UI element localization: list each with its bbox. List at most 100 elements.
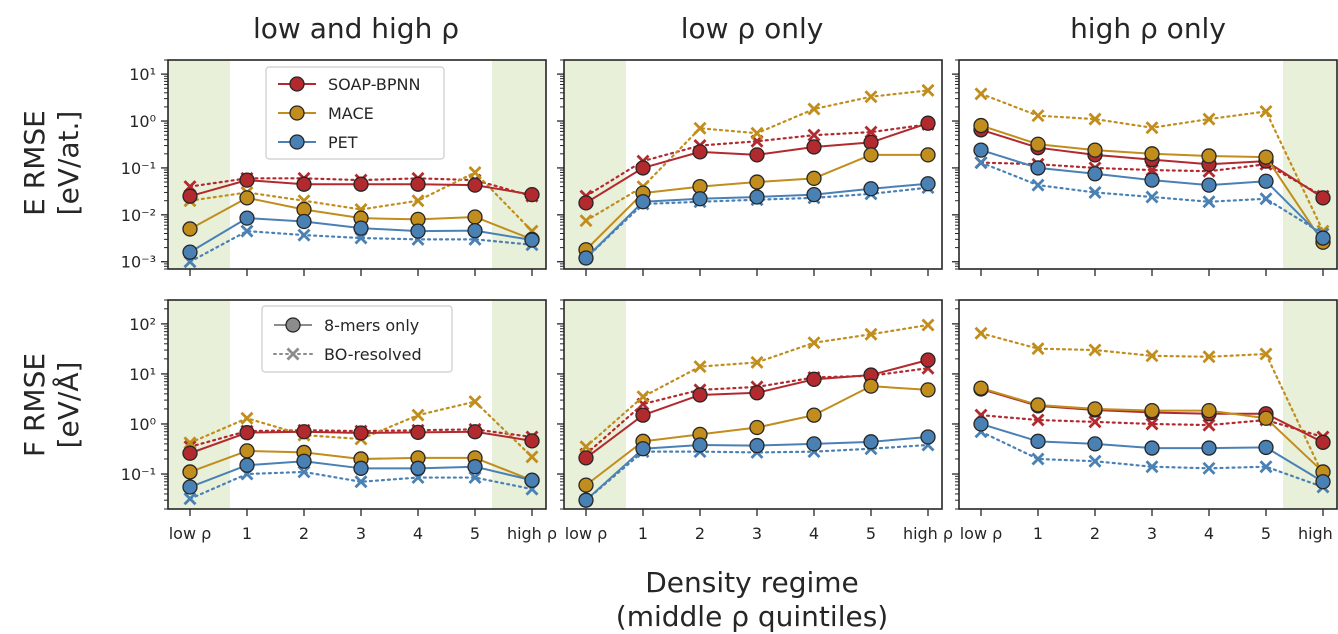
shaded-region-low: [168, 60, 230, 269]
series-mace-bo-resolved-point: [1031, 109, 1045, 123]
series-mace-8-mers-only-point: [239, 443, 255, 459]
panels: 10⁻³10⁻²10⁻¹10⁰10¹SOAP-BPNNMACEPET10⁻¹10…: [121, 59, 1338, 543]
series-soap-bpnn-8-mers-only-point: [296, 176, 312, 192]
column-title-0: low and high ρ: [253, 12, 459, 45]
series-mace-bo-resolved-point: [525, 450, 539, 464]
x-tick-label: 1: [638, 524, 648, 543]
series-soap-bpnn-8-mers-only-point: [920, 352, 936, 368]
x-tick-label: low ρ: [169, 524, 212, 543]
series-pet-8-mers-only-point: [920, 176, 936, 192]
series-mace-8-mers-only-point: [1201, 402, 1217, 419]
series-mace-bo-resolved-point: [1145, 349, 1159, 363]
series-mace-bo-resolved-point: [1202, 350, 1216, 364]
series-soap-bpnn-8-mers-only-point: [182, 188, 198, 204]
legend-label-pet: PET: [328, 133, 358, 152]
series-mace-8-mers-only-point: [1258, 410, 1274, 426]
legend-marker-bo-resolved: [286, 347, 300, 361]
series-soap-bpnn-bo-resolved-point: [1088, 415, 1102, 429]
series-mace-bo-resolved-point: [1088, 112, 1102, 126]
series-pet-bo-resolved-point: [183, 492, 197, 506]
series-pet-bo-resolved-point: [1088, 454, 1102, 468]
series-pet-8-mers-only-point: [973, 142, 989, 158]
panel-r1-c2: low ρ 1 2 3 4 5 high ρ: [952, 299, 1338, 543]
series-soap-bpnn-8-mers-only-point: [239, 425, 255, 441]
x-tick-label: 5: [470, 524, 480, 543]
x-tick-label: low ρ: [565, 524, 608, 543]
series-mace-bo-resolved-point: [750, 126, 764, 140]
column-title-1: low ρ only: [681, 12, 824, 45]
series-mace-8-mers-only-point: [863, 147, 879, 163]
series-soap-bpnn-8-mers-only-point: [467, 424, 483, 440]
legend-styles: [261, 305, 453, 373]
series-mace-bo-resolved-point: [693, 121, 707, 135]
series-mace-bo-resolved-point: [1088, 343, 1102, 357]
series-mace-8-mers-only-point: [973, 380, 989, 396]
series-mace-8-mers-only-point: [239, 190, 255, 206]
series-pet-bo-resolved-point: [1259, 192, 1273, 206]
x-tick-label: 5: [1261, 524, 1271, 543]
series-mace-8-mers-only-point: [467, 209, 483, 225]
y-tick-label: 10⁰: [129, 112, 156, 131]
series-pet-8-mers-only-point: [692, 437, 708, 453]
series-mace-8-mers-only-point: [863, 378, 879, 394]
series-pet-8-mers-only-point: [467, 222, 483, 239]
y-tick-label: 10²: [129, 315, 156, 334]
series-soap-bpnn-8-mers-only-point: [749, 147, 765, 163]
series-mace-8-mers-only-point: [1030, 136, 1046, 152]
column-titles: low and high ρ low ρ only high ρ only: [253, 12, 1226, 45]
panel-r0-c0: 10⁻³ 10⁻² 10⁻¹ 10⁰ 10¹ SOAP-BPNN MACE PET: [121, 59, 547, 276]
series-mace-bo-resolved-point: [1145, 121, 1159, 135]
legend-marker-soap-bpnn: [289, 76, 305, 92]
series-pet-bo-resolved-point: [1031, 178, 1045, 192]
x-axis-label-line-2: (middle ρ quintiles): [616, 600, 888, 633]
series-pet-8-mers-only-point: [749, 189, 765, 205]
series-soap-bpnn-8-mers-only-point: [353, 176, 369, 192]
series-pet-8-mers-only-point: [635, 441, 651, 457]
x-tick-label: low ρ: [960, 524, 1003, 543]
series-mace-8-mers-only-point: [1201, 148, 1217, 164]
series-soap-bpnn-8-mers-only-point: [410, 424, 426, 441]
series-mace-bo-resolved-point: [807, 102, 821, 116]
series-pet-8-mers-only-point: [1201, 177, 1217, 193]
series-pet-8-mers-only-point: [410, 223, 426, 239]
series-mace-bo-resolved-point: [921, 83, 935, 97]
series-mace-8-mers-only-point: [182, 221, 198, 237]
series-mace-bo-resolved-point: [693, 360, 707, 374]
series-mace-bo-resolved-point: [468, 165, 482, 179]
x-tick-label: high ρ: [903, 524, 953, 543]
series-pet-8-mers-only-point: [296, 213, 312, 230]
series-soap-bpnn-8-mers-only-point: [635, 160, 651, 176]
shaded-region-low: [564, 60, 626, 269]
series-soap-bpnn-8-mers-only-point: [182, 445, 198, 461]
series-mace-bo-resolved-point: [750, 355, 764, 369]
column-title-2: high ρ only: [1070, 12, 1226, 45]
series-mace-8-mers-only-point: [1258, 149, 1274, 165]
series-pet-8-mers-only-point: [1030, 160, 1046, 176]
panel-frame: [167, 299, 547, 510]
x-tick-label: 3: [1147, 524, 1157, 543]
series-soap-bpnn-8-mers-only-point: [410, 176, 426, 192]
x-tick-label: 2: [695, 524, 705, 543]
series-pet-bo-resolved-point: [240, 224, 254, 238]
series-pet-8-mers-only-point: [1258, 439, 1274, 456]
row-0-label-line-2: [eV/at.]: [52, 111, 85, 216]
x-tick-label: 4: [1204, 524, 1214, 543]
series-mace-bo-resolved-point: [183, 436, 197, 450]
series-mace-bo-resolved-point: [579, 214, 593, 228]
x-tick-label: 2: [1090, 524, 1100, 543]
x-axis-label: Density regime (middle ρ quintiles): [616, 566, 888, 633]
series-pet-8-mers-only-point: [635, 194, 651, 210]
series-mace-bo-resolved-point: [1259, 347, 1273, 361]
series-soap-bpnn-8-mers-only-point: [692, 387, 708, 403]
series-pet-8-mers-only-point: [1144, 440, 1160, 456]
panel-frame: [563, 299, 943, 510]
x-tick-label: 5: [866, 524, 876, 543]
legend-models: [265, 66, 445, 160]
panel-r0-c2: [952, 59, 1338, 276]
y-tick-label: 10⁻²: [121, 206, 156, 225]
series-pet-8-mers-only-point: [806, 186, 822, 203]
series-group: [182, 395, 540, 506]
series-pet-bo-resolved-point: [1145, 460, 1159, 474]
series-pet-8-mers-only-point: [863, 434, 879, 450]
panel-frame: [167, 59, 547, 270]
